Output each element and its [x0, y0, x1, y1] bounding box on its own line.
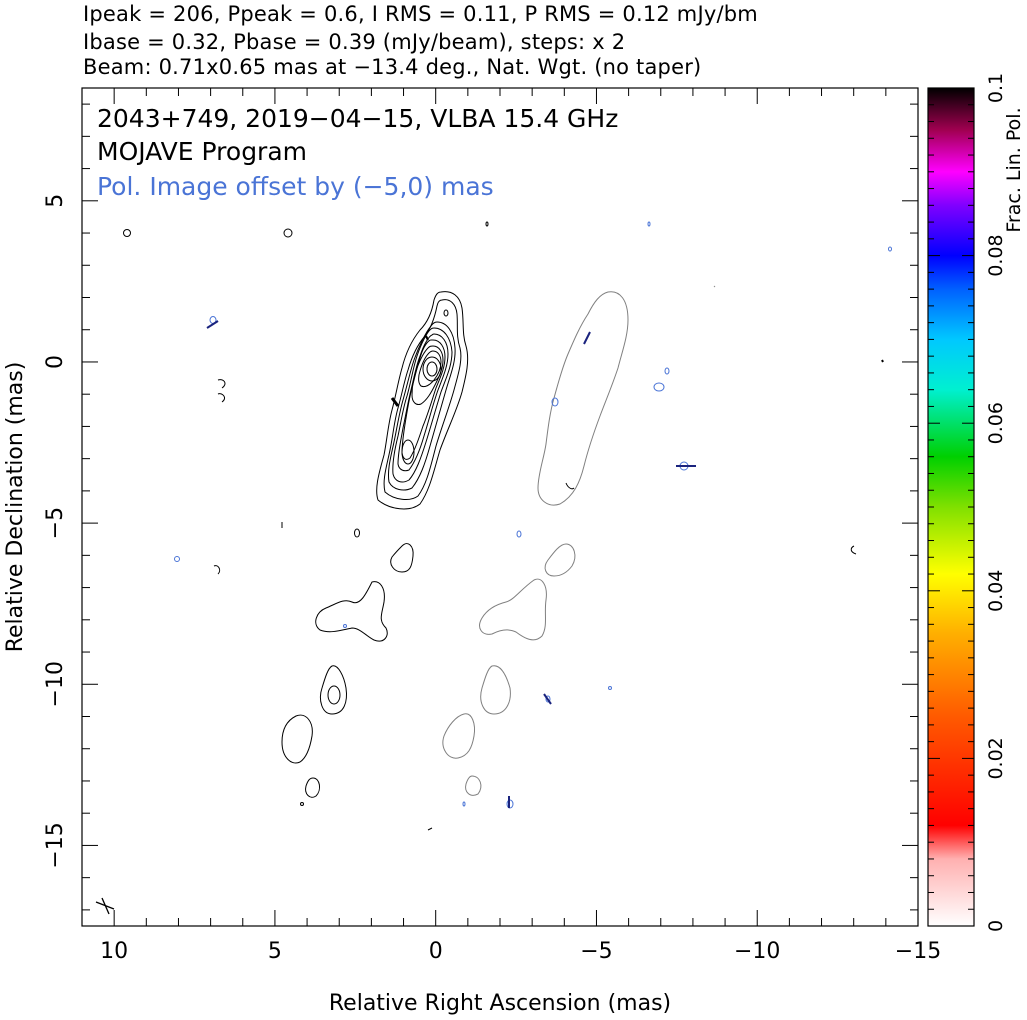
blob	[327, 685, 341, 705]
colorbar-tick-label: 0.06	[985, 402, 1007, 444]
colorbar	[928, 88, 974, 926]
y-tick-label: 0	[43, 355, 68, 369]
y-tick-label: 5	[43, 194, 68, 208]
colorbar-tick-label: 0.1	[985, 73, 1007, 103]
pol-blob	[442, 713, 475, 759]
blob	[305, 777, 321, 798]
beam-marker	[95, 897, 115, 915]
stokes-i-contours	[123, 221, 857, 831]
blob	[319, 665, 347, 715]
contour-level-1	[376, 291, 469, 510]
header-line-2: Ibase = 0.32, Pbase = 0.39 (mJy/beam), s…	[83, 30, 626, 54]
chart-subtitle: MOJAVE Program	[97, 137, 308, 166]
blob	[213, 565, 221, 575]
colorbar-ticks: 0 0.02 0.04 0.06 0.08 0.1 Frac. Lin. Pol.	[928, 73, 1025, 932]
blob	[283, 228, 293, 238]
pol-blob	[479, 578, 547, 641]
y-ticks: 5 0 −5 −10 −15	[43, 103, 918, 911]
contour-level-5	[397, 333, 449, 472]
colorbar-tick-label: 0.04	[985, 570, 1007, 612]
contour-knot	[443, 309, 449, 317]
colorbar-label: Frac. Lin. Pol.	[1003, 107, 1025, 232]
x-tick-label: −15	[895, 939, 941, 964]
chart-title: 2043+749, 2019−04−15, VLBA 15.4 GHz	[97, 104, 619, 133]
header-line-3: Beam: 0.71x0.65 mas at −13.4 deg., Nat. …	[83, 55, 702, 79]
contour-level-3	[388, 321, 456, 491]
contour-level-8	[418, 350, 442, 388]
blob	[315, 581, 388, 642]
blob	[565, 482, 575, 490]
pol-blob	[544, 543, 576, 577]
x-tick-label: 10	[100, 939, 128, 964]
contour-level-10	[426, 361, 438, 377]
pol-blob	[465, 775, 482, 796]
contour-level-4	[392, 327, 453, 483]
colorbar-tick-label: 0	[985, 920, 1007, 932]
pol-contour-main	[537, 291, 629, 506]
blob	[427, 827, 433, 831]
colorbar-tick-label: 0.08	[985, 234, 1007, 276]
blob	[485, 221, 489, 227]
pol-blob	[480, 665, 511, 715]
blob	[354, 528, 360, 538]
x-ticks: 10 5 0 −5 −10 −15	[81, 88, 941, 964]
evpa-sticks	[206, 285, 884, 808]
x-axis-label: Relative Right Ascension (mas)	[329, 991, 671, 1016]
y-tick-label: −10	[43, 661, 68, 707]
contour-level-2	[383, 299, 462, 500]
contour-core-inner	[401, 439, 415, 465]
x-tick-label: −10	[734, 939, 780, 964]
x-tick-label: 0	[429, 939, 443, 964]
blob	[300, 802, 304, 806]
plot-frame	[81, 87, 919, 927]
polarization-offset-note: Pol. Image offset by (−5,0) mas	[97, 172, 494, 201]
y-tick-label: −15	[43, 822, 68, 868]
polarization-ticks	[174, 221, 892, 809]
blob	[217, 379, 226, 403]
colorbar-tick-label: 0.02	[985, 737, 1007, 779]
y-tick-label: −5	[43, 507, 68, 539]
y-axis-label: Relative Declination (mas)	[3, 362, 28, 653]
blob	[850, 545, 857, 555]
contour-level-7	[411, 345, 444, 405]
header-line-1: Ipeak = 206, Ppeak = 0.6, I RMS = 0.11, …	[83, 2, 758, 26]
blob	[390, 543, 414, 573]
polarization-contours	[442, 291, 629, 796]
contour-level-9	[422, 356, 442, 382]
x-tick-label: 5	[268, 939, 282, 964]
blob	[123, 229, 131, 237]
blob	[281, 714, 313, 764]
x-tick-label: −5	[580, 939, 612, 964]
